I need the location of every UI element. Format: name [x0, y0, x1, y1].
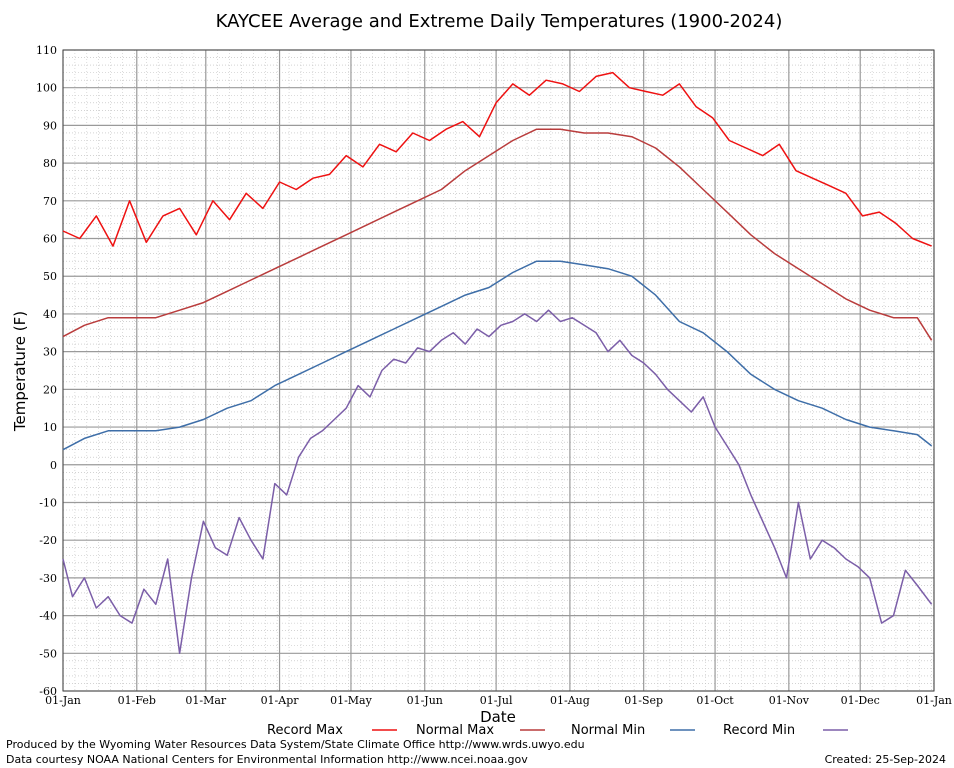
y-tick-label: -40	[39, 610, 57, 623]
chart-title: KAYCEE Average and Extreme Daily Tempera…	[216, 11, 783, 32]
y-tick-label: 0	[50, 459, 57, 472]
y-tick-label: 10	[43, 421, 57, 434]
legend-label-record-min: Record Min	[723, 723, 795, 738]
x-tick-label: 01-Feb	[118, 694, 156, 707]
series-line-record-max	[62, 71, 932, 247]
y-tick-label: -50	[39, 647, 57, 660]
y-tick-label: 20	[43, 383, 57, 396]
y-tick-label: -10	[39, 496, 57, 509]
series-lines	[62, 71, 933, 655]
y-tick-label: 70	[43, 195, 57, 208]
x-axis-title: Date	[480, 708, 516, 726]
legend-label-normal-min: Normal Min	[571, 723, 645, 738]
x-tick-label: 01-Jan	[916, 694, 952, 707]
x-tick-label: 01-Jan	[45, 694, 81, 707]
series-line-normal-min	[62, 260, 933, 451]
footer-created-date: Created: 25-Sep-2024	[825, 753, 946, 766]
x-tick-label: 01-Apr	[261, 694, 300, 707]
y-tick-label: 100	[36, 82, 57, 95]
y-tick-label: 90	[43, 119, 57, 132]
y-tick-label: -20	[39, 534, 57, 547]
series-line-record-min	[62, 309, 933, 655]
y-tick-label: 40	[43, 308, 57, 321]
legend-label-normal-max: Normal Max	[416, 723, 494, 738]
plot-grid	[62, 49, 935, 692]
x-tick-label: 01-Nov	[769, 694, 810, 707]
x-tick-label: 01-May	[330, 694, 373, 707]
y-tick-label: -60	[39, 685, 57, 698]
plot-frame	[62, 49, 935, 692]
footer-data-courtesy: Data courtesy NOAA National Centers for …	[6, 753, 528, 766]
y-tick-label: 50	[43, 270, 57, 283]
legend: Record Max Normal Max Normal Min Record …	[267, 723, 848, 738]
y-axis-title: Temperature (F)	[11, 311, 29, 432]
x-tick-label: 01-Aug	[550, 694, 590, 707]
y-tick-label: 80	[43, 157, 57, 170]
x-tick-labels: 01-Jan 01-Feb 01-Mar 01-Apr 01-May 01-Jun 01-J…	[45, 694, 952, 707]
y-tick-label: 110	[36, 44, 57, 57]
x-tick-label: 01-Sep	[624, 694, 663, 707]
x-tick-label: 01-Jul	[480, 694, 513, 707]
x-tick-label: 01-Jun	[407, 694, 443, 707]
x-tick-label: 01-Oct	[696, 694, 734, 707]
x-tick-label: 01-Dec	[841, 694, 880, 707]
y-tick-label: 60	[43, 233, 57, 246]
x-tick-label: 01-Mar	[185, 694, 227, 707]
series-line-normal-max	[62, 128, 933, 341]
legend-label-record-max: Record Max	[267, 723, 343, 738]
y-tick-label: -30	[39, 572, 57, 585]
footer-produced-by: Produced by the Wyoming Water Resources …	[6, 738, 585, 751]
y-tick-labels: -60 -50 -40 -30 -20 -10 0 10 20 30 40 50 60 70 80 90 100…	[36, 44, 57, 698]
y-tick-label: 30	[43, 346, 57, 359]
